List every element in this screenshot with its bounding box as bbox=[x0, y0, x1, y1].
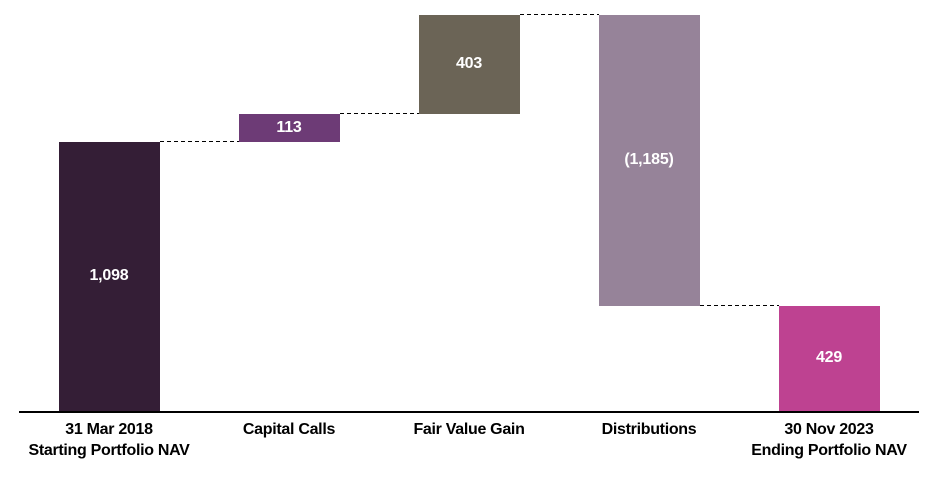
bar-value-label: 113 bbox=[276, 118, 302, 136]
category-label-3: Distributions bbox=[602, 419, 697, 440]
category-label-4: 30 Nov 2023 Ending Portfolio NAV bbox=[751, 419, 907, 461]
category-label-line: Fair Value Gain bbox=[413, 421, 525, 438]
waterfall-bar-3: (1,185) bbox=[598, 15, 700, 306]
category-label-line: Ending Portfolio NAV bbox=[751, 442, 907, 459]
waterfall-bar-2: 403 bbox=[418, 15, 520, 114]
category-label-line: 31 Mar 2018 bbox=[65, 421, 153, 438]
waterfall-bar-0: 1,098 bbox=[58, 141, 160, 411]
x-axis-line bbox=[19, 411, 919, 413]
category-label-0: 31 Mar 2018 Starting Portfolio NAV bbox=[28, 419, 189, 461]
bar-value-label: 403 bbox=[455, 55, 483, 73]
bar-value-label: (1,185) bbox=[624, 151, 674, 169]
category-label-2: Fair Value Gain bbox=[413, 419, 524, 440]
step-connector-1 bbox=[339, 112, 419, 114]
category-label-line: Capital Calls bbox=[242, 421, 336, 438]
step-connector-3 bbox=[699, 304, 779, 306]
bar-value-label: 429 bbox=[815, 349, 843, 367]
category-label-line: Starting Portfolio NAV bbox=[28, 442, 190, 459]
waterfall-bar-4: 429 bbox=[778, 305, 880, 411]
waterfall-bar-1: 113 bbox=[238, 113, 340, 142]
bar-value-label: 1,098 bbox=[89, 267, 129, 285]
category-label-line: Distributions bbox=[601, 421, 697, 438]
step-connector-0 bbox=[159, 140, 239, 142]
step-connector-2 bbox=[519, 14, 599, 15]
category-label-1: Capital Calls bbox=[243, 419, 335, 440]
category-label-line: 30 Nov 2023 bbox=[784, 421, 874, 438]
